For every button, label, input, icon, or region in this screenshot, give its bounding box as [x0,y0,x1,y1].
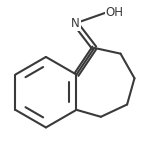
Text: N: N [71,17,80,30]
Text: OH: OH [106,6,124,19]
